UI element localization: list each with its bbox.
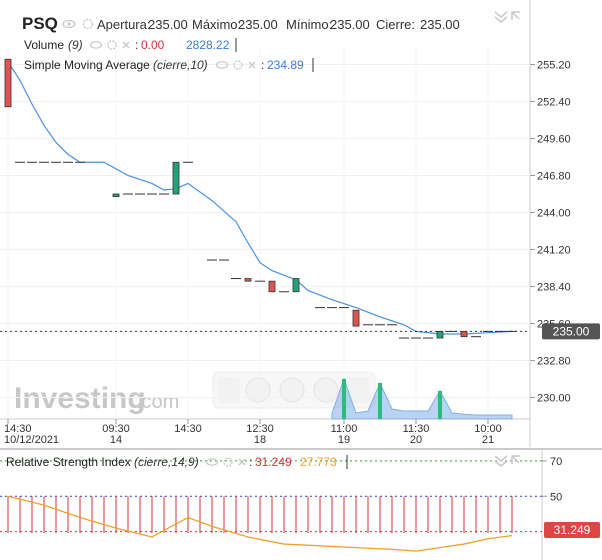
x-tick-time: 14:30 xyxy=(4,423,32,435)
y-tick-label: 255.20 xyxy=(537,60,571,72)
zoom-in-button[interactable] xyxy=(245,377,271,403)
x-tick-time: 10:00 xyxy=(474,423,502,435)
close-value: 235.00 xyxy=(420,17,460,32)
low-value: 235.00 xyxy=(330,17,370,32)
open-value: 235.00 xyxy=(148,17,188,32)
x-tick-time: 12:30 xyxy=(246,423,274,435)
x-tick-date: 20 xyxy=(410,434,422,446)
rsi-value-orange: 27.773 xyxy=(300,455,337,469)
low-label: Mínimo: xyxy=(286,17,332,32)
x-tick-date: 18 xyxy=(254,434,266,446)
candle-down xyxy=(268,280,276,293)
symbol-header: PSQ Apertura: 235.00 Máximo: 235.00 Míni… xyxy=(22,14,460,33)
rsi-value-red: 31.249 xyxy=(255,455,292,469)
volume-close-icon[interactable] xyxy=(122,41,130,49)
close-label: Cierre: xyxy=(376,17,415,32)
volume-name: Volume xyxy=(24,38,64,52)
chart-toolbar xyxy=(212,371,376,409)
rsi-name: Relative Strength Index xyxy=(6,455,131,469)
rsi-y-tick-label: 50 xyxy=(550,491,562,503)
candle-down xyxy=(460,330,468,338)
collapse-legend-icon[interactable] xyxy=(494,11,508,24)
y-tick-label: 238.40 xyxy=(537,281,571,293)
symbol-title: PSQ xyxy=(22,14,58,33)
y-tick-label: 246.80 xyxy=(537,170,571,182)
y-tick-label: 249.60 xyxy=(537,134,571,146)
x-tick-date: 21 xyxy=(482,434,494,446)
open-label: Apertura: xyxy=(97,17,150,32)
sma-eye-icon[interactable] xyxy=(215,61,229,69)
y-tick-label: 252.40 xyxy=(537,97,571,109)
sma-gear-icon[interactable] xyxy=(233,60,243,70)
rsi-colon: : xyxy=(249,455,252,469)
volume-value-blue: 2828.22 xyxy=(186,38,230,52)
volume-gear-icon[interactable] xyxy=(107,40,117,50)
sma-legend: Simple Moving Average (cierre,10) : 234.… xyxy=(24,58,314,72)
candle-down xyxy=(244,278,252,282)
candle-down xyxy=(352,309,360,327)
volume-params: (9) xyxy=(68,38,83,52)
x-tick-time: 11:30 xyxy=(403,423,430,435)
rsi-params: (cierre,14,9) xyxy=(134,455,199,469)
reset-zoom-button[interactable] xyxy=(313,377,339,403)
volume-area xyxy=(331,377,513,420)
eye-icon[interactable] xyxy=(62,19,76,29)
y-tick-label: 232.80 xyxy=(537,355,571,367)
y-tick-label: 230.00 xyxy=(537,392,571,404)
x-tick-date: 19 xyxy=(338,434,350,446)
scroll-left-button[interactable] xyxy=(218,377,240,403)
x-tick-time: 14:30 xyxy=(174,423,202,435)
sma-line xyxy=(7,61,513,335)
sma-close-icon[interactable] xyxy=(248,61,256,69)
rsi-eye-icon[interactable] xyxy=(205,458,219,466)
candle-up xyxy=(112,193,120,198)
volume-bar xyxy=(438,391,442,419)
scroll-right-button[interactable] xyxy=(348,377,370,403)
rsi-current-label: 31.249 xyxy=(554,523,591,537)
x-tick-date: 14 xyxy=(110,434,122,446)
sma-params: (cierre,10) xyxy=(153,58,208,72)
sma-colon: : xyxy=(261,58,264,72)
x-tick-time: 09:30 xyxy=(102,423,130,435)
rsi-current-tag-bg xyxy=(544,522,600,538)
rsi-close-icon[interactable] xyxy=(238,458,246,466)
rsi-signal-line xyxy=(7,495,513,552)
volume-bar xyxy=(342,379,346,419)
gear-icon[interactable] xyxy=(82,18,94,30)
candle-down xyxy=(4,58,12,108)
volume-bar xyxy=(378,383,382,419)
y-tick-label: 241.20 xyxy=(537,244,571,256)
zoom-out-button[interactable] xyxy=(279,377,305,403)
candle-up xyxy=(292,278,300,293)
rsi-gear-icon[interactable] xyxy=(223,457,233,467)
watermark-brand: Investing xyxy=(14,382,146,415)
volume-value-red: 0.00 xyxy=(141,38,165,52)
current-price-tag-bg xyxy=(542,323,600,340)
volume-eye-icon[interactable] xyxy=(89,41,103,49)
rsi-y-tick-label: 70 xyxy=(550,456,562,468)
high-value: 235.00 xyxy=(238,17,278,32)
y-tick-label: 244.00 xyxy=(537,207,571,219)
watermark-suffix: .com xyxy=(136,391,179,413)
candle-up xyxy=(436,330,444,339)
current-price-tag: 235.00 xyxy=(542,323,600,340)
fullscreen-icon[interactable] xyxy=(511,11,520,20)
sma-value: 234.89 xyxy=(267,58,304,72)
current-price-label: 235.00 xyxy=(553,324,590,338)
rsi-collapse-icon[interactable] xyxy=(494,455,508,468)
x-tick-date: 10/12/2021 xyxy=(4,434,59,446)
sma-name: Simple Moving Average xyxy=(24,58,150,72)
high-label: Máximo: xyxy=(192,17,241,32)
watermark: Investing .com xyxy=(14,382,179,415)
candle-up xyxy=(172,161,180,195)
rsi-current-tag: 31.249 xyxy=(544,522,600,538)
volume-legend: Volume (9) : 0.00 2828.22 xyxy=(24,38,237,52)
volume-colon: : xyxy=(135,38,138,52)
x-tick-time: 11:00 xyxy=(331,423,358,435)
rsi-fullscreen-icon[interactable] xyxy=(511,455,520,464)
rsi-legend: Relative Strength Index (cierre,14,9) : … xyxy=(6,455,348,469)
